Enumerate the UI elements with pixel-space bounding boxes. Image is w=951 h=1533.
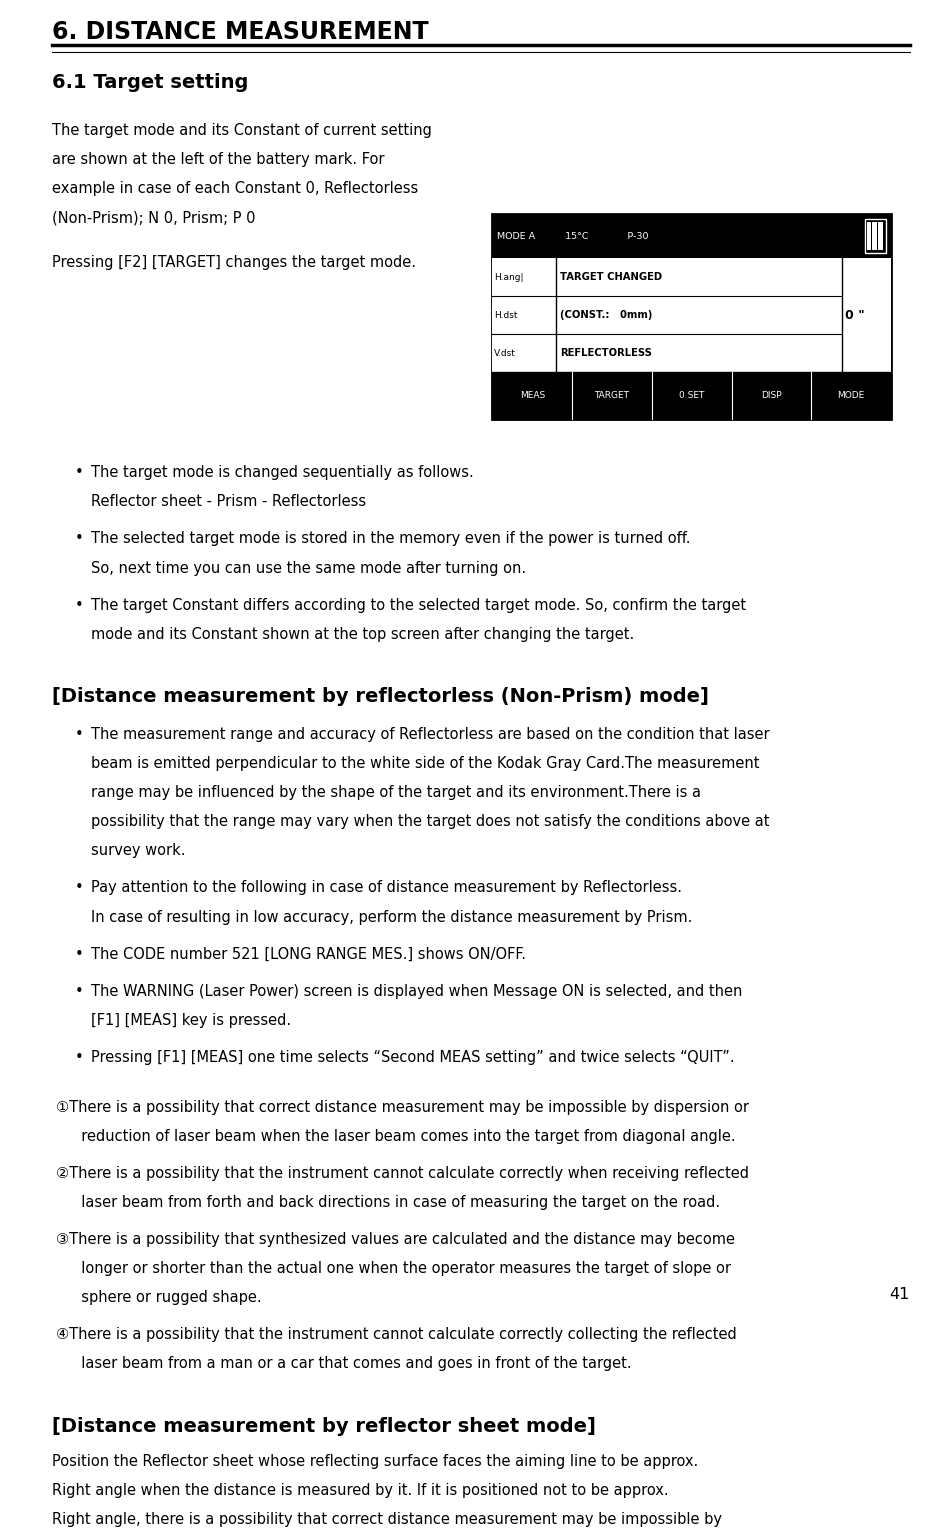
Text: (CONST.:   0mm): (CONST.: 0mm) xyxy=(560,310,652,320)
Text: •: • xyxy=(75,727,84,742)
Text: [F1] [MEAS] key is pressed.: [F1] [MEAS] key is pressed. xyxy=(91,1013,291,1027)
Text: •: • xyxy=(75,598,84,613)
Text: TARGET CHANGED: TARGET CHANGED xyxy=(560,273,662,282)
Text: laser beam from forth and back directions in case of measuring the target on the: laser beam from forth and back direction… xyxy=(72,1196,720,1210)
Text: •: • xyxy=(75,880,84,895)
Text: [Distance measurement by reflector sheet mode]: [Distance measurement by reflector sheet… xyxy=(51,1416,595,1436)
Text: ①There is a possibility that correct distance measurement may be impossible by d: ①There is a possibility that correct dis… xyxy=(56,1101,749,1114)
Text: So, next time you can use the same mode after turning on.: So, next time you can use the same mode … xyxy=(91,561,526,575)
Text: survey work.: survey work. xyxy=(91,843,185,858)
Text: beam is emitted perpendicular to the white side of the Kodak Gray Card.The measu: beam is emitted perpendicular to the whi… xyxy=(91,756,760,771)
Text: REFLECTORLESS: REFLECTORLESS xyxy=(560,348,651,359)
Text: 6. DISTANCE MEASUREMENT: 6. DISTANCE MEASUREMENT xyxy=(51,20,428,44)
Text: V.dst: V.dst xyxy=(495,348,516,357)
Text: [Distance measurement by reflectorless (Non-Prism) mode]: [Distance measurement by reflectorless (… xyxy=(51,687,708,707)
Text: reduction of laser beam when the laser beam comes into the target from diagonal : reduction of laser beam when the laser b… xyxy=(72,1128,736,1144)
Text: TARGET: TARGET xyxy=(594,391,630,400)
Text: MEAS: MEAS xyxy=(519,391,545,400)
Text: possibility that the range may vary when the target does not satisfy the conditi: possibility that the range may vary when… xyxy=(91,814,769,829)
Text: •: • xyxy=(75,984,84,998)
Text: ④There is a possibility that the instrument cannot calculate correctly collectin: ④There is a possibility that the instrum… xyxy=(56,1328,737,1343)
Text: H.dst: H.dst xyxy=(495,311,517,319)
Text: The measurement range and accuracy of Reflectorless are based on the condition t: The measurement range and accuracy of Re… xyxy=(91,727,769,742)
Text: The target mode is changed sequentially as follows.: The target mode is changed sequentially … xyxy=(91,466,474,480)
Bar xyxy=(872,222,877,250)
Bar xyxy=(878,222,883,250)
Text: Pressing [F1] [MEAS] one time selects “Second MEAS setting” and twice selects “Q: Pressing [F1] [MEAS] one time selects “S… xyxy=(91,1050,734,1065)
Text: Right angle, there is a possibility that correct distance measurement may be imp: Right angle, there is a possibility that… xyxy=(51,1513,722,1527)
Text: 0 SET: 0 SET xyxy=(679,391,705,400)
Text: are shown at the left of the battery mark. For: are shown at the left of the battery mar… xyxy=(51,152,384,167)
Text: •: • xyxy=(75,1050,84,1065)
Text: •: • xyxy=(75,946,84,961)
Text: sphere or rugged shape.: sphere or rugged shape. xyxy=(72,1291,262,1305)
Bar xyxy=(493,258,891,373)
Bar xyxy=(493,215,891,258)
Text: MODE: MODE xyxy=(838,391,864,400)
Text: The CODE number 521 [LONG RANGE MES.] shows ON/OFF.: The CODE number 521 [LONG RANGE MES.] sh… xyxy=(91,946,526,961)
Text: range may be influenced by the shape of the target and its environment.There is : range may be influenced by the shape of … xyxy=(91,785,701,800)
Text: 0 ": 0 " xyxy=(845,308,864,322)
Text: ②There is a possibility that the instrument cannot calculate correctly when rece: ②There is a possibility that the instrum… xyxy=(56,1167,749,1180)
Bar xyxy=(864,219,886,253)
Text: (Non-Prism); N 0, Prism; P 0: (Non-Prism); N 0, Prism; P 0 xyxy=(51,210,255,225)
Text: The selected target mode is stored in the memory even if the power is turned off: The selected target mode is stored in th… xyxy=(91,532,690,546)
Bar xyxy=(493,373,891,419)
Text: Reflector sheet - Prism - Reflectorless: Reflector sheet - Prism - Reflectorless xyxy=(91,495,366,509)
Bar xyxy=(493,215,891,419)
Text: ③There is a possibility that synthesized values are calculated and the distance : ③There is a possibility that synthesized… xyxy=(56,1233,735,1248)
Text: mode and its Constant shown at the top screen after changing the target.: mode and its Constant shown at the top s… xyxy=(91,627,634,642)
Text: The target mode and its Constant of current setting: The target mode and its Constant of curr… xyxy=(51,123,432,138)
Text: Pressing [F2] [TARGET] changes the target mode.: Pressing [F2] [TARGET] changes the targe… xyxy=(51,254,416,270)
Text: •: • xyxy=(75,466,84,480)
Text: Right angle when the distance is measured by it. If it is positioned not to be a: Right angle when the distance is measure… xyxy=(51,1484,669,1498)
Text: longer or shorter than the actual one when the operator measures the target of s: longer or shorter than the actual one wh… xyxy=(72,1262,731,1277)
Text: example in case of each Constant 0, Reflectorless: example in case of each Constant 0, Refl… xyxy=(51,181,417,196)
Text: Position the Reflector sheet whose reflecting surface faces the aiming line to b: Position the Reflector sheet whose refle… xyxy=(51,1455,698,1469)
Text: 41: 41 xyxy=(889,1288,910,1302)
Text: MODE A          15°C             P-30: MODE A 15°C P-30 xyxy=(497,231,649,241)
Text: DISP: DISP xyxy=(761,391,782,400)
Text: •: • xyxy=(75,532,84,546)
Text: Pay attention to the following in case of distance measurement by Reflectorless.: Pay attention to the following in case o… xyxy=(91,880,682,895)
Text: 6.1 Target setting: 6.1 Target setting xyxy=(51,72,248,92)
Text: The WARNING (Laser Power) screen is displayed when Message ON is selected, and t: The WARNING (Laser Power) screen is disp… xyxy=(91,984,743,998)
Bar xyxy=(866,222,871,250)
Text: The target Constant differs according to the selected target mode. So, confirm t: The target Constant differs according to… xyxy=(91,598,747,613)
Text: In case of resulting in low accuracy, perform the distance measurement by Prism.: In case of resulting in low accuracy, pe… xyxy=(91,909,692,924)
Text: H.ang|: H.ang| xyxy=(495,273,524,282)
Text: laser beam from a man or a car that comes and goes in front of the target.: laser beam from a man or a car that come… xyxy=(72,1357,631,1372)
